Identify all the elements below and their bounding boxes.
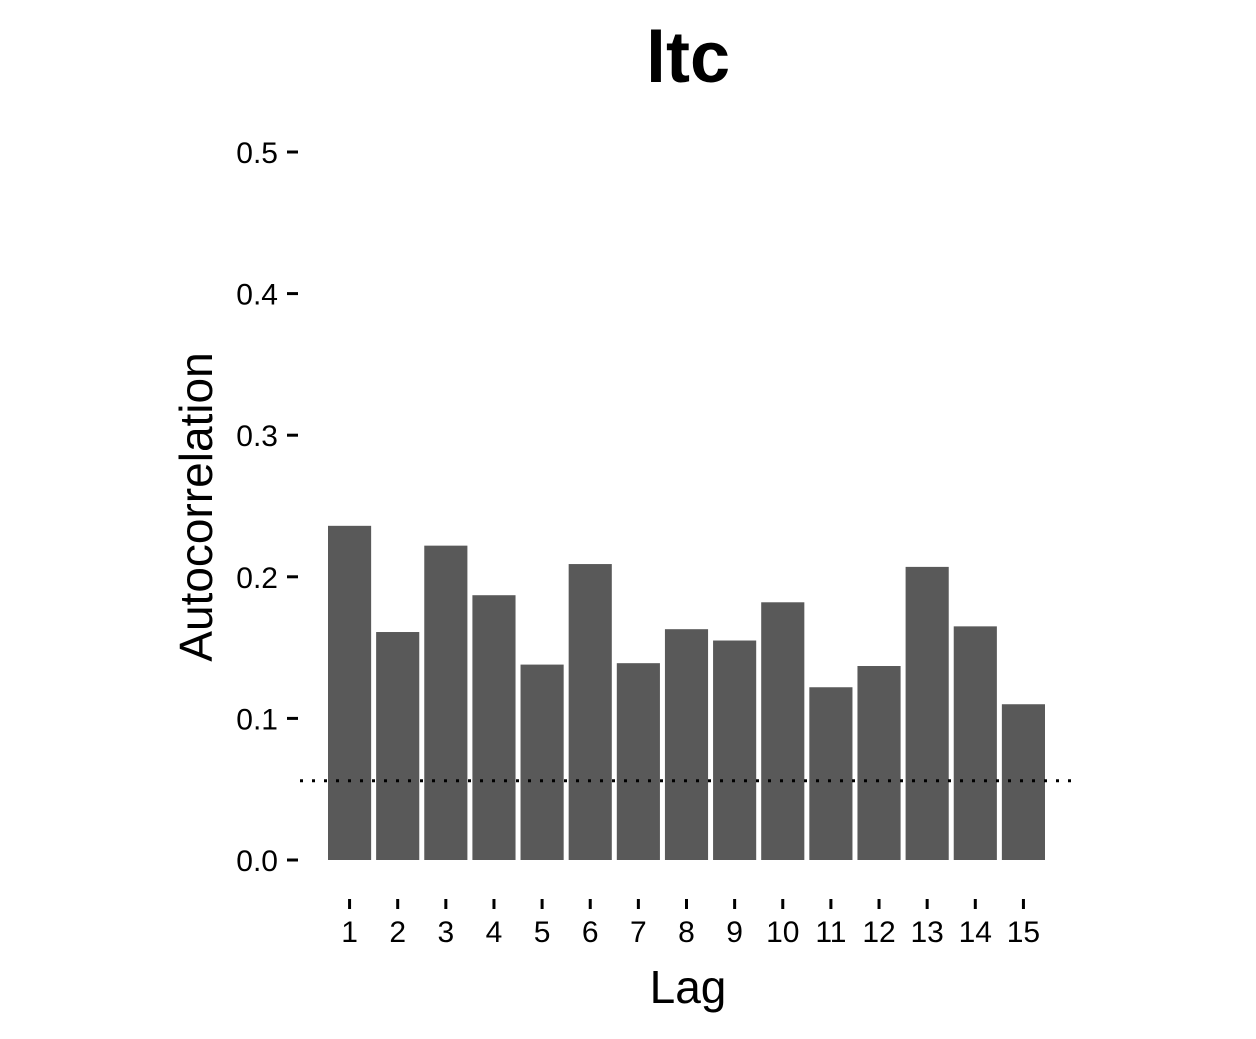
- x-tick-label: 14: [959, 916, 992, 949]
- chart-title: ltc: [646, 18, 730, 98]
- bar: [616, 663, 660, 860]
- bar: [520, 664, 564, 860]
- x-tick-label: 11: [815, 916, 846, 949]
- bar: [713, 640, 757, 860]
- x-tick-label: 4: [486, 916, 503, 949]
- x-tick-label: 12: [862, 916, 895, 949]
- x-tick-label: 3: [437, 916, 454, 949]
- bar: [809, 687, 853, 860]
- bar: [328, 525, 372, 860]
- bars: [328, 525, 1045, 860]
- x-axis-title: Lag: [650, 961, 727, 1013]
- bar: [664, 629, 709, 860]
- bar: [905, 566, 949, 860]
- bar: [857, 666, 901, 860]
- x-tick-label: 6: [582, 916, 599, 949]
- bar: [953, 626, 997, 860]
- x-tick-label: 15: [1007, 916, 1040, 949]
- y-tick-label: 0.1: [236, 703, 278, 736]
- x-tick-label: 10: [766, 916, 799, 949]
- y-tick-label: 0.5: [236, 137, 278, 170]
- bar: [472, 595, 516, 860]
- y-axis-title: Autocorrelation: [170, 352, 222, 661]
- x-axis: 1 2 3 4 5 6 7 8 9 10 11 12 13 14 15: [341, 899, 1040, 949]
- x-tick-label: 8: [678, 916, 695, 949]
- y-tick-label: 0.3: [236, 420, 278, 453]
- y-tick-label: 0.0: [236, 845, 278, 878]
- x-tick-label: 9: [726, 916, 743, 949]
- x-tick-label: 2: [389, 916, 406, 949]
- bar: [761, 602, 805, 860]
- bar: [568, 564, 612, 860]
- x-tick-label: 7: [630, 916, 647, 949]
- x-tick-label: 1: [341, 916, 358, 949]
- y-axis: 0.0 0.1 0.2 0.3 0.4 0.5: [236, 137, 298, 878]
- bar: [376, 632, 420, 860]
- y-tick-label: 0.4: [236, 279, 278, 312]
- y-tick-label: 0.2: [236, 562, 278, 595]
- bar: [424, 545, 468, 860]
- x-tick-label: 5: [534, 916, 551, 949]
- x-tick-label: 13: [910, 916, 943, 949]
